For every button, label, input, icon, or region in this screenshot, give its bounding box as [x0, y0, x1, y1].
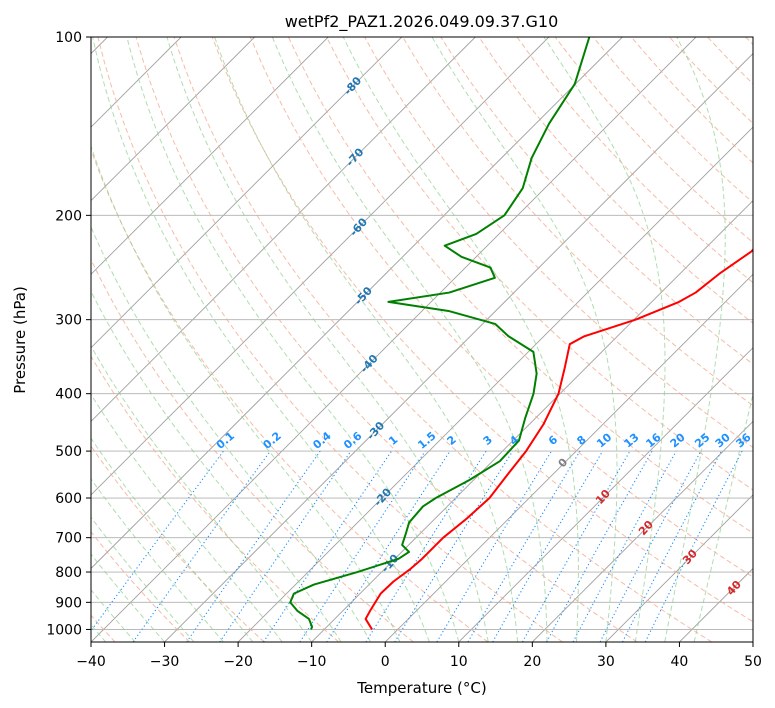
mixing-ratio-line [186, 450, 321, 642]
moist-adiabat-line [91, 225, 371, 642]
moist-adiabat-line [91, 393, 283, 642]
y-tick-label: 800 [55, 565, 82, 581]
isotherm-line [91, 37, 476, 422]
y-tick-label: 600 [55, 491, 82, 507]
x-tick-label: 10 [450, 654, 468, 670]
isotherm-lines [91, 37, 753, 642]
mixing-ratio-lines [91, 450, 743, 642]
dry-adiabat-line [478, 37, 753, 324]
dry-adiabat-line [91, 531, 191, 642]
isotherm-line [91, 37, 550, 496]
mixing-ratio-line [394, 450, 514, 642]
dry-adiabat-line [326, 37, 753, 491]
y-tick-label: 100 [55, 30, 82, 46]
moist-adiabat-line [431, 37, 618, 642]
dry-adiabat-line [91, 445, 265, 642]
mixing-ratio-line [132, 450, 271, 642]
isotherm-line [384, 273, 753, 642]
isotherm-line [532, 420, 753, 642]
y-tick-label: 400 [55, 387, 82, 403]
x-axis-title: Temperature (°C) [356, 679, 486, 697]
isotherm-line [91, 37, 697, 642]
dry-adiabats [91, 37, 753, 642]
isotherm-line [91, 37, 403, 349]
moist-adiabat-line [91, 437, 254, 642]
mixing-ratio-line [219, 450, 352, 642]
mixing-ratio-line [521, 450, 631, 642]
y-tick-label: 1000 [46, 622, 82, 638]
isotherm-line [91, 37, 329, 275]
x-tick-label: −40 [76, 654, 106, 670]
y-tick-label: 300 [55, 313, 82, 329]
moist-adiabat-line [91, 290, 342, 642]
y-tick-label: 500 [55, 444, 82, 460]
isotherm-line [237, 126, 753, 642]
dry-adiabat-line [135, 37, 638, 642]
moist-adiabat-line [91, 144, 401, 642]
y-tick-label: 900 [55, 595, 82, 611]
dry-adiabat-line [402, 37, 753, 407]
chart-title: wetPf2_PAZ1.2026.049.09.37.G10 [285, 12, 559, 32]
isotherm-line [458, 347, 753, 642]
sounding-series-line [364, 247, 753, 630]
x-tick-label: 0 [381, 654, 390, 670]
pressure-gridlines [91, 37, 753, 630]
x-tick-label: 30 [597, 654, 615, 670]
moist-adiabat-line [543, 37, 666, 642]
isotherm-line [91, 37, 255, 202]
dry-adiabat-line [91, 258, 414, 642]
mixing-ratio-line [492, 450, 604, 642]
moist-adiabat-line [271, 37, 548, 642]
mixing-ratio-line [467, 450, 581, 642]
y-axis-title: Pressure (hPa) [11, 286, 29, 394]
moist-adiabats [91, 37, 753, 642]
isotherm-line [91, 37, 623, 570]
isotherm-line [164, 52, 753, 642]
mixing-ratio-line [436, 450, 552, 642]
moist-adiabat-line [693, 392, 753, 642]
mixing-ratio-line [599, 450, 702, 642]
mixing-ratio-line [622, 450, 722, 642]
moist-adiabat-line [166, 37, 489, 642]
isotherm-line [605, 494, 753, 642]
dry-adiabat-line [211, 37, 753, 623]
x-tick-label: 50 [744, 654, 762, 670]
moist-adiabat-line [91, 345, 313, 642]
axes: −40 −30 −20 −10 0 10 20 30 40 50 100 200 300 400 500 60… [46, 30, 762, 670]
moist-adiabat-line [126, 37, 460, 642]
dry-adiabat-line [516, 37, 753, 284]
mixing-ratio-line [546, 450, 653, 642]
moist-adiabat-line [91, 478, 224, 642]
dry-adiabat-line [249, 37, 753, 578]
x-tick-label: −30 [150, 654, 180, 670]
x-tick-label: 40 [671, 654, 689, 670]
mixing-ratio-line [326, 450, 451, 642]
sounding-profiles [289, 37, 753, 630]
moist-adiabat-line [92, 37, 430, 642]
dry-adiabat-line [91, 355, 340, 642]
x-tick-label: −10 [297, 654, 327, 670]
mixing-ratio-line [365, 450, 487, 642]
x-tick-label: 20 [523, 654, 541, 670]
sounding-series-line [289, 37, 591, 630]
mixing-ratio-line [91, 450, 224, 632]
plot-frame [90, 36, 754, 643]
moist-adiabat-line [342, 37, 579, 642]
y-tick-label: 200 [55, 208, 82, 224]
moist-adiabat-line [664, 37, 726, 642]
moist-adiabat-line [214, 37, 519, 642]
x-tick-label: −20 [223, 654, 253, 670]
dry-adiabat-line [97, 37, 563, 642]
mixing-ratio-line [572, 450, 677, 642]
y-tick-label: 700 [55, 531, 82, 547]
dry-adiabat-line [91, 148, 489, 642]
